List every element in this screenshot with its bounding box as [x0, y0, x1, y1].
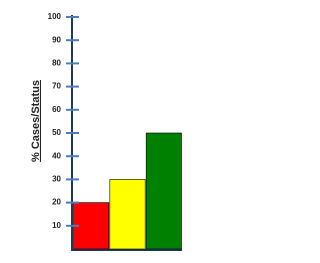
y-tick-label: 20 [52, 198, 61, 207]
y-tick-label: 100 [48, 12, 62, 21]
y-tick-label: 80 [52, 59, 61, 68]
y-tick-label: 60 [52, 105, 61, 114]
y-tick-label: 90 [52, 35, 61, 44]
y-tick-label: 40 [52, 151, 61, 160]
y-tick-label: 70 [52, 82, 61, 91]
bar [145, 132, 182, 250]
chart: % Cases/Status 10 20 30 40 50 60 70 80 90 100 [30, 12, 182, 251]
bar [109, 179, 146, 250]
y-axis-label: % Cases/Status [30, 80, 42, 162]
y-tick-label: 50 [52, 128, 61, 137]
y-tick-label: 10 [52, 221, 61, 230]
y-tick-label: 30 [52, 175, 61, 184]
